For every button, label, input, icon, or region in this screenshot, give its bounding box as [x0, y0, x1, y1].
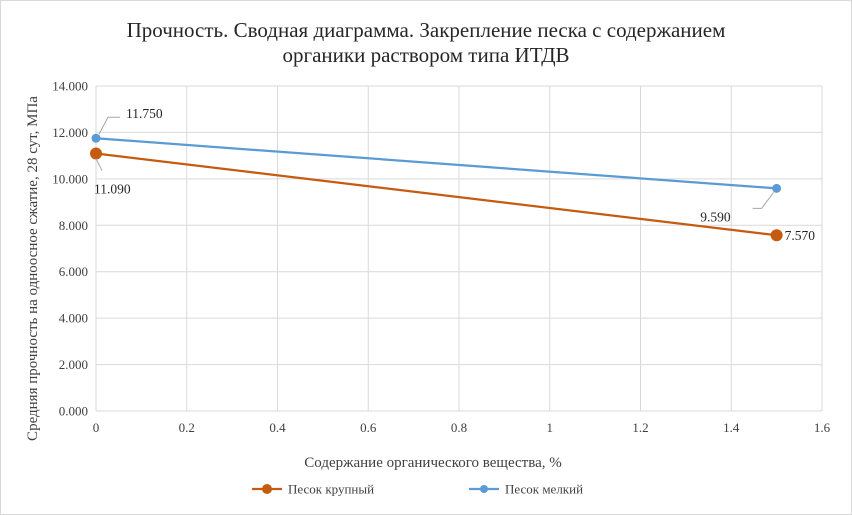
x-tick-label: 1 — [547, 420, 554, 435]
data-label: 7.570 — [785, 228, 816, 243]
y-tick-label: 4.000 — [59, 311, 88, 326]
chart-title-line: Прочность. Сводная диаграмма. Закреплени… — [127, 18, 726, 42]
x-tick-label: 0.2 — [179, 420, 195, 435]
y-tick-label: 12.000 — [52, 125, 88, 140]
x-tick-label: 0.4 — [269, 420, 286, 435]
x-axis-title: Содержание органического вещества, % — [304, 455, 561, 471]
data-label: 11.090 — [94, 182, 131, 197]
y-tick-label: 6.000 — [59, 264, 88, 279]
legend-swatch-marker — [262, 484, 272, 494]
x-tick-label: 0.6 — [360, 420, 377, 435]
data-point-marker — [90, 147, 102, 160]
data-label-leader — [98, 116, 120, 135]
data-point-marker — [772, 183, 782, 193]
y-axis-title: Средняя прочность на одноосное сжатие, 2… — [25, 96, 41, 441]
y-tick-label: 14.000 — [52, 79, 88, 94]
x-tick-label: 1.2 — [632, 420, 648, 435]
data-label-leader — [752, 192, 775, 209]
y-tick-label: 8.000 — [59, 218, 88, 233]
x-tick-label: 1.6 — [814, 420, 831, 435]
x-tick-label: 0 — [93, 420, 100, 435]
data-point-marker — [770, 229, 783, 242]
y-tick-label: 0.000 — [59, 404, 88, 419]
legend-entry-label: Песок мелкий — [505, 482, 583, 497]
series-line — [94, 137, 778, 190]
data-point-marker — [91, 133, 101, 143]
chart-title-line: органики раствором типа ИТДВ — [282, 43, 569, 67]
data-label: 9.590 — [700, 209, 731, 224]
series-line — [94, 152, 778, 237]
x-tick-label: 0.8 — [451, 420, 467, 435]
data-label: 11.750 — [126, 106, 163, 121]
y-tick-label: 10.000 — [52, 171, 88, 186]
legend-swatch-marker — [480, 485, 488, 493]
y-tick-label: 2.000 — [59, 357, 88, 372]
x-tick-label: 1.4 — [723, 420, 740, 435]
data-label-leader — [95, 158, 103, 171]
legend-entry-label: Песок крупный — [288, 482, 374, 497]
